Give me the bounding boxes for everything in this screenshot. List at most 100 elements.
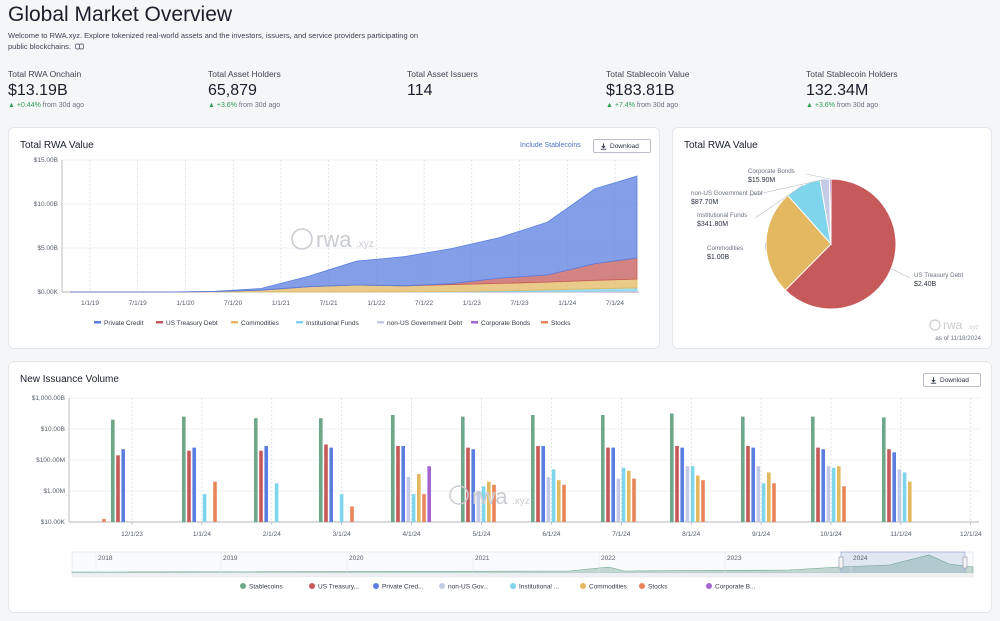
- x-tick-label: 1/1/21: [272, 300, 290, 307]
- link-icon[interactable]: [75, 43, 84, 50]
- pie-leader-line: [754, 185, 803, 219]
- stat-value: $183.81B: [606, 82, 675, 99]
- include-stablecoins-toggle[interactable]: Include Stablecoins: [520, 142, 581, 149]
- y-tick-label: $1.00M: [43, 488, 65, 495]
- legend-swatch: [580, 583, 586, 589]
- x-tick-label: 7/1/24: [606, 300, 624, 307]
- download-icon: [600, 143, 607, 150]
- trend-up-icon: ▲: [806, 102, 815, 109]
- legend-swatch: [296, 321, 303, 324]
- bar-stablecoins: [601, 415, 605, 522]
- bar-group: [882, 417, 912, 523]
- pie-label-value: $341.80M: [697, 221, 728, 228]
- bar-group: [254, 418, 279, 523]
- navigator-handle[interactable]: [838, 556, 844, 569]
- pie-label-name: Commodities: [707, 245, 743, 252]
- bar-institutional: [411, 494, 416, 522]
- bar-private-cred: [401, 446, 405, 522]
- navigator-year-label: 2022: [601, 555, 616, 562]
- bar-commodities: [837, 466, 841, 522]
- x-tick-label: 1/1/24: [193, 531, 211, 538]
- legend-item: US Treasury Debt: [156, 320, 218, 327]
- stat-value: $13.19B: [8, 82, 68, 99]
- legend-label: Corporate B...: [715, 584, 756, 591]
- legend-item: Institutional Funds: [296, 320, 360, 327]
- bar-stablecoins: [461, 416, 465, 522]
- bar-stocks: [102, 518, 106, 522]
- bar-stablecoins: [741, 416, 745, 522]
- watermark-text: rwa: [472, 484, 508, 509]
- bar-private-cred: [751, 447, 755, 522]
- area-private-credit: [70, 175, 638, 293]
- x-tick-label: 1/1/24: [558, 300, 576, 307]
- legend-swatch: [510, 583, 516, 589]
- legend-label: non-US Gov...: [448, 584, 489, 591]
- navigator-handle[interactable]: [962, 556, 968, 569]
- x-tick-label: 7/1/23: [511, 300, 529, 307]
- issuance-title: New Issuance Volume: [20, 374, 119, 385]
- issuance-watermark: rwa .xyz: [449, 484, 530, 509]
- x-tick-label: 4/1/24: [403, 531, 421, 538]
- bar-corporate-b: [427, 466, 431, 522]
- navigator-scrollbar: [71, 572, 974, 578]
- bar-group: [741, 416, 776, 523]
- rwa-area-chart: $0.00K $5.00B $10.00B $15.00B 1/1/19 7/1/19 1/…: [34, 157, 639, 327]
- legend-label: Commodities: [241, 320, 280, 327]
- bar-group: [182, 416, 217, 522]
- legend-label: US Treasury...: [318, 584, 359, 591]
- pie-label-value: $1.00B: [707, 254, 730, 261]
- y-tick-label: $100.00M: [36, 457, 65, 464]
- x-tick-label: 7/1/24: [612, 531, 630, 538]
- pie-label-value: $2.40B: [914, 281, 937, 288]
- watermark-text: rwa: [316, 227, 352, 252]
- bar-institutional: [621, 467, 626, 523]
- trend-up-icon: ▲: [606, 102, 615, 109]
- legend-swatch: [231, 321, 238, 324]
- bar-private-cred: [192, 447, 196, 522]
- issuance-download-label: Download: [940, 376, 969, 384]
- bar-private-cred: [680, 447, 684, 522]
- navigator-year-label: 2021: [475, 555, 490, 562]
- stat-value: 65,879: [208, 82, 257, 99]
- pie-label-name: non-US Government Debt: [691, 190, 763, 197]
- bar-stocks: [422, 494, 426, 522]
- x-tick-label: 8/1/24: [682, 531, 700, 538]
- navigator-year-label: 2019: [223, 555, 238, 562]
- navigator-year-label: 2020: [349, 555, 364, 562]
- bar-us-treasury: [324, 444, 328, 522]
- bar-stocks: [632, 478, 636, 522]
- rwa-download-button[interactable]: Download: [593, 139, 651, 153]
- bar-group: [531, 415, 566, 522]
- legend-swatch: [309, 583, 315, 589]
- pie-label-name: US Treasury Debt: [914, 272, 963, 279]
- y-tick-label: $1,000.00B: [32, 395, 65, 402]
- legend-label: Stocks: [551, 320, 571, 327]
- stat-card: Total RWA Onchain $13.19B ▲ +0.44% from 30…: [8, 69, 198, 109]
- x-tick-label: 11/1/24: [890, 531, 912, 538]
- legend-item: non-US Gov...: [439, 583, 489, 591]
- legend-label: Private Cred...: [382, 584, 424, 591]
- trend-up-icon: ▲: [8, 102, 17, 109]
- bar-stocks: [562, 484, 566, 522]
- bar-non-us-gov: [685, 466, 690, 522]
- x-tick-label: 7/1/19: [129, 300, 147, 307]
- bar-us-treasury: [675, 446, 679, 522]
- rwa-value-panel: Total RWA Value Include Stablecoins Down…: [8, 127, 660, 349]
- bar-stablecoins: [319, 418, 323, 522]
- globe-icon: [291, 228, 313, 250]
- x-tick-label: 1/1/23: [463, 300, 481, 307]
- bar-us-treasury: [606, 447, 610, 522]
- intro-copy: Welcome to RWA.xyz. Explore tokenized re…: [8, 31, 419, 51]
- watermark-suffix: .xyz: [356, 239, 374, 250]
- legend-label: Institutional ...: [519, 584, 559, 591]
- stat-delta-suffix: from 30d ago: [836, 102, 879, 109]
- bar-stocks: [842, 486, 846, 522]
- x-tick-label: 7/1/21: [320, 300, 338, 307]
- pie-leader-line: [890, 268, 911, 279]
- pie-leader-line: [805, 173, 831, 180]
- legend-swatch: [377, 321, 384, 324]
- issuance-download-button[interactable]: Download: [923, 373, 981, 387]
- bar-us-treasury: [187, 450, 191, 522]
- bar-private-cred: [541, 446, 545, 522]
- bar-private-cred: [329, 447, 333, 522]
